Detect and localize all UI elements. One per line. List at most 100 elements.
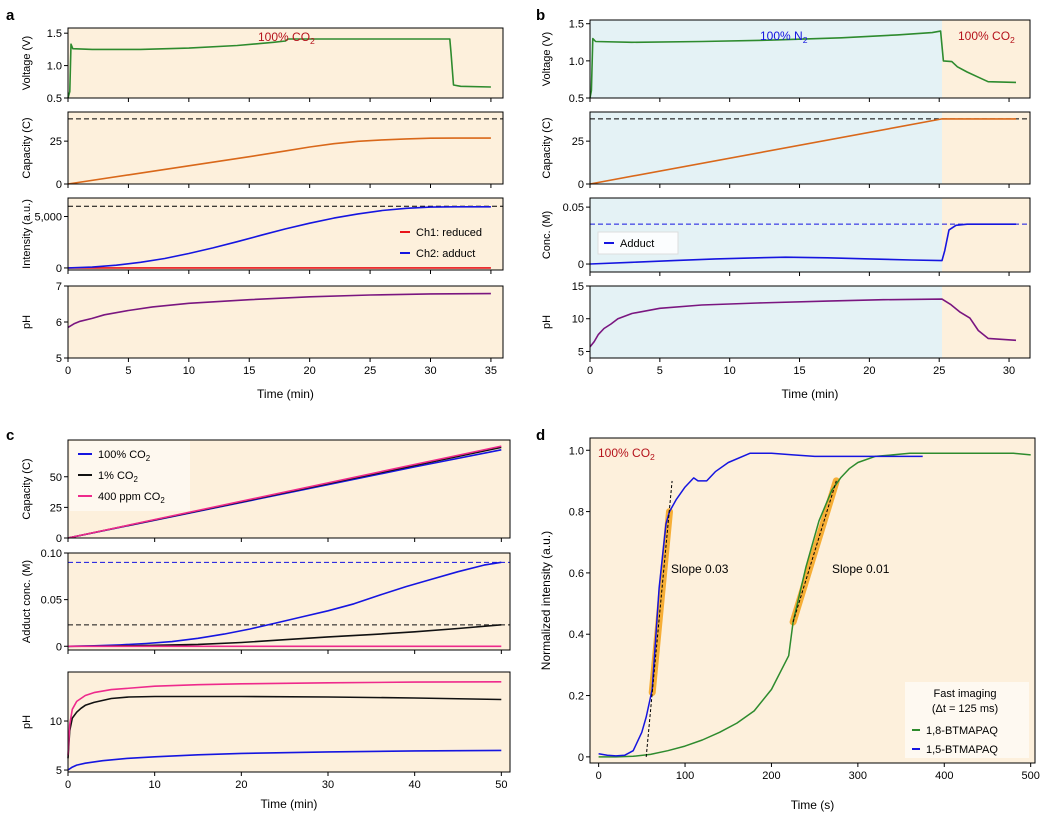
panel-d-condition: 100% CO2 [598, 446, 655, 462]
panel-label-d: d [536, 427, 545, 444]
panel-a-sub2-ytick-label: 5,000 [34, 212, 62, 224]
panel-b-sub2-background-co2 [942, 198, 1030, 272]
panel-c-sub2-ytick-label: 5 [56, 765, 62, 777]
panel-c-sub1-ytick-label: 0 [56, 641, 62, 653]
panel-c-sub1-ylabel: Adduct conc. (M) [21, 560, 33, 643]
panel-a-sub1-series-orange [67, 137, 491, 185]
panel-b-sub3-xtick-label: 30 [1003, 365, 1015, 377]
panel-b-sub1-ylabel: Capacity (C) [541, 117, 553, 178]
panel-d-ytick-label: 0.2 [569, 691, 584, 703]
panel-a-sub3-series-purple [67, 292, 491, 329]
panel-c-sub0-ytick-label: 25 [50, 502, 62, 514]
panel-b-sub3-xtick-label: 10 [724, 365, 736, 377]
panel-b-sub3-frame [589, 285, 1031, 359]
panel-a-sub2-frame [67, 197, 504, 271]
panel-c-legend-0-subscript: 2 [146, 454, 150, 463]
panel-b-sub0-ylabel: Voltage (V) [541, 32, 553, 86]
panel-d-xtick-label: 0 [596, 770, 602, 782]
panel-b-sub0-ytick-label: 0.5 [569, 93, 584, 105]
panel-a-sub3-xtick-label: 20 [304, 365, 316, 377]
panel-b-condition-n2-text: 100% N [760, 29, 803, 43]
panel-a-sub3-ytick-label: 6 [56, 317, 62, 329]
panel-d-ytick-label: 1.0 [569, 445, 584, 457]
panel-d-legend-title: Fast imaging [934, 688, 997, 700]
panel-a-sub1-background [68, 112, 503, 184]
panel-c-sub2-frame [67, 671, 511, 773]
panel-b-sub3-background-co2 [942, 286, 1030, 358]
panel-b-sub1-ytick-label: 25 [572, 136, 584, 148]
panel-a-sub3-xtick-label: 15 [243, 365, 255, 377]
panel-c-legend-2-text: 400 ppm CO [98, 491, 161, 503]
panel-b-sub1-ytick-label: 0 [578, 179, 584, 191]
panel-c-sub2-ylabel: pH [21, 715, 33, 729]
panel-a-legend-0-label: Ch1: reduced [416, 227, 482, 239]
panel-d-slope-label-1: Slope 0.01 [832, 562, 890, 576]
panel-a-sub1-ylabel: Capacity (C) [21, 117, 33, 178]
panel-a-sub3-xtick-label: 0 [65, 365, 71, 377]
panel-c-sub2-xtick-label: 40 [409, 779, 421, 791]
panel-c-sub2-series-black [67, 695, 502, 759]
panel-b-sub1-background-n2 [590, 112, 942, 184]
panel-d-condition-subscript: 2 [650, 452, 655, 462]
panel-b-sub2-series-blue [589, 223, 1016, 265]
panel-d-frame [589, 437, 1036, 764]
panel-b-sub3-background-n2 [590, 286, 942, 358]
panel-c-legend-0-text: 100% CO [98, 449, 146, 461]
panel-b-sub2-ytick-label: 0.05 [563, 202, 584, 214]
panel-label-a: a [6, 7, 15, 24]
panel-b-sub3-ytick-label: 10 [572, 314, 584, 326]
panel-c-sub2-xtick-label: 30 [322, 779, 334, 791]
panel-c-sub1-background [68, 553, 510, 650]
panel-c-sub0-ytick-label: 0 [56, 533, 62, 545]
panel-c-legend-1: 1% CO2 [98, 470, 138, 484]
panel-a-sub2-series-blue [67, 206, 491, 269]
panel-a-sub3-xtick-label: 10 [183, 365, 195, 377]
panel-a-sub3-xtick-label: 25 [364, 365, 376, 377]
panel-c-sub1-series-blue [67, 561, 502, 648]
panel-b-sub0-frame [589, 19, 1031, 99]
panel-a-sub1-ytick-label: 0 [56, 179, 62, 191]
panel-d-xtick-label: 300 [849, 770, 867, 782]
panel-c-sub2-series-magenta [67, 681, 502, 756]
panel-a-sub0-ytick-label: 1.5 [47, 28, 62, 40]
panel-d-ytick-label: 0.8 [569, 507, 584, 519]
panel-d-ylabel: Normalized intensity (a.u.) [539, 531, 553, 670]
panel-c-sub1-ytick-label: 0.05 [41, 595, 62, 607]
panel-a-legend-1-label: Ch2: adduct [416, 248, 475, 260]
panel-a-sub3-ylabel: pH [21, 315, 33, 329]
panel-b-sub3-ytick-label: 15 [572, 281, 584, 293]
panel-b-sub2-ytick-label: 0 [578, 259, 584, 271]
panel-d-ytick-label: 0.4 [569, 629, 584, 641]
panel-b-sub1-background-co2 [942, 112, 1030, 184]
panel-d-ytick-label: 0.6 [569, 568, 584, 580]
panel-c-sub2-series-blue [67, 749, 502, 771]
panel-b-legend-box [597, 231, 679, 255]
panel-d-legend-box [905, 682, 1029, 758]
panel-d-xlabel: Time (s) [791, 798, 835, 812]
panel-d-series-blue [598, 452, 923, 757]
panel-a-xlabel: Time (min) [257, 387, 314, 401]
panel-b-sub0-series-green [589, 30, 1017, 99]
panel-c-legend-2-subscript: 2 [160, 496, 164, 505]
panel-b-sub3-xtick-label: 5 [657, 365, 663, 377]
panel-b-sub3-xtick-label: 20 [863, 365, 875, 377]
panel-a-sub3-xtick-label: 30 [424, 365, 436, 377]
panel-d-xtick-label: 100 [676, 770, 694, 782]
panel-c-sub2-xtick-label: 50 [495, 779, 507, 791]
panel-b-sub2-ylabel: Conc. (M) [541, 211, 553, 259]
panel-c-legend-0: 100% CO2 [98, 449, 150, 463]
panel-b-xlabel: Time (min) [782, 387, 839, 401]
panel-b-condition-co2-subscript: 2 [1010, 35, 1015, 45]
panel-b-condition-co2-text: 100% CO [958, 29, 1010, 43]
panel-c-sub2-xtick-label: 20 [235, 779, 247, 791]
panel-b-condition-n2-subscript: 2 [803, 35, 808, 45]
panel-a-condition-text: 100% CO [258, 30, 310, 44]
panel-a-condition-subscript: 2 [310, 36, 315, 46]
panel-b-sub0-ytick-label: 1.5 [569, 19, 584, 31]
panel-c-sub2-ytick-label: 10 [50, 716, 62, 728]
panel-a-sub2-background [68, 198, 503, 270]
panel-a-sub0-frame [67, 27, 504, 99]
panel-c-legend-1-subscript: 2 [133, 475, 137, 484]
panel-d-legend-0-label: 1,8-BTMAPAQ [926, 725, 998, 737]
panel-d-xtick-label: 200 [762, 770, 780, 782]
